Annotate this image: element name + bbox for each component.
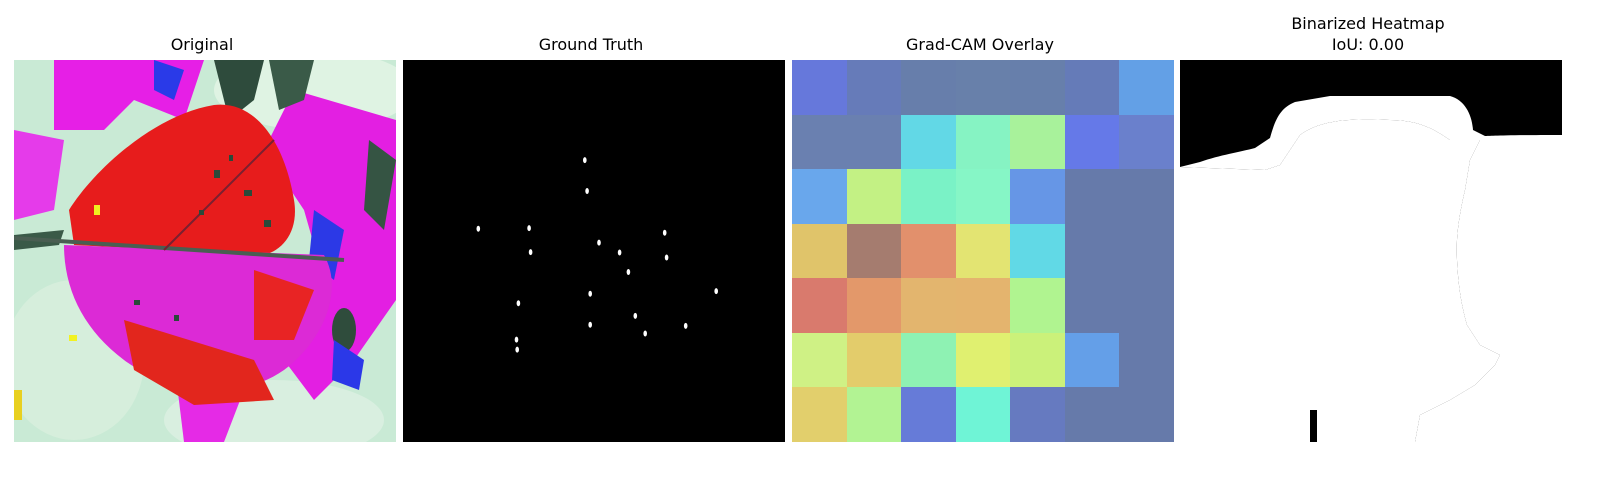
gradcam-cell xyxy=(1065,333,1119,387)
gradcam-cell xyxy=(1119,169,1174,224)
gradcam-cell xyxy=(847,333,901,387)
gradcam-cell xyxy=(956,60,1010,115)
ground-truth-spot xyxy=(515,337,519,343)
gradcam-cell xyxy=(956,115,1010,169)
gradcam-cell xyxy=(1119,278,1174,333)
gradcam-cell xyxy=(901,333,956,387)
binarized-heatmap xyxy=(1180,60,1562,442)
gradcam-cell xyxy=(792,387,847,442)
ground-truth-spot xyxy=(585,188,589,194)
gradcam-cell xyxy=(847,224,901,278)
ground-truth-spot xyxy=(517,300,521,306)
gradcam-overlay xyxy=(792,60,1174,442)
gradcam-cell xyxy=(792,224,847,278)
gradcam-cell xyxy=(792,278,847,333)
binarized-heatmap-graphic xyxy=(1180,60,1562,442)
gradcam-cell xyxy=(901,387,956,442)
ground-truth-spot xyxy=(665,255,669,261)
ground-truth-spot xyxy=(597,240,601,246)
gradcam-cell xyxy=(1119,224,1174,278)
ground-truth-spot xyxy=(618,250,622,256)
gradcam-cell xyxy=(901,224,956,278)
gradcam-cell xyxy=(1010,224,1065,278)
gradcam-cell xyxy=(901,278,956,333)
ground-truth-mask xyxy=(403,60,785,442)
ground-truth-graphic xyxy=(403,60,785,442)
gradcam-cell xyxy=(956,278,1010,333)
ground-truth-spot xyxy=(588,291,592,297)
panel-title-binarized: Binarized Heatmap xyxy=(1180,13,1556,34)
gradcam-cell xyxy=(956,333,1010,387)
gradcam-cell xyxy=(1119,333,1174,387)
gradcam-cell xyxy=(1010,169,1065,224)
gradcam-cell xyxy=(847,169,901,224)
panel-title-original: Original xyxy=(14,34,390,55)
gradcam-cell xyxy=(1010,387,1065,442)
gradcam-cell xyxy=(1065,387,1119,442)
gradcam-cell xyxy=(1010,115,1065,169)
gradcam-cell xyxy=(847,278,901,333)
gradcam-cell xyxy=(847,387,901,442)
ground-truth-spot xyxy=(663,230,667,236)
ground-truth-spot xyxy=(588,322,592,328)
iou-score: IoU: 0.00 xyxy=(1180,34,1556,55)
ground-truth-spot xyxy=(583,157,587,163)
gradcam-cell xyxy=(901,115,956,169)
gradcam-cell xyxy=(956,169,1010,224)
gradcam-cell xyxy=(792,333,847,387)
gradcam-cell xyxy=(1065,224,1119,278)
ground-truth-spot xyxy=(634,313,638,319)
gradcam-cell xyxy=(1065,115,1119,169)
gradcam-cell xyxy=(1065,278,1119,333)
ground-truth-spot xyxy=(477,226,481,232)
gradcam-cell xyxy=(1065,60,1119,115)
gradcam-cell xyxy=(1119,115,1174,169)
ground-truth-spot xyxy=(714,288,718,294)
gradcam-cell xyxy=(1119,387,1174,442)
gradcam-cell xyxy=(1010,278,1065,333)
gradcam-cell xyxy=(956,224,1010,278)
gradcam-cell xyxy=(847,60,901,115)
ground-truth-spot xyxy=(627,269,631,275)
gradcam-cell xyxy=(1119,60,1174,115)
gradcam-cell xyxy=(847,115,901,169)
panel-title-ground-truth: Ground Truth xyxy=(403,34,779,55)
original-image-graphic xyxy=(14,60,396,442)
gradcam-cell xyxy=(792,60,847,115)
gradcam-grid xyxy=(792,60,1174,442)
gradcam-cell xyxy=(1010,60,1065,115)
ground-truth-spot xyxy=(643,331,647,337)
gradcam-cell xyxy=(901,60,956,115)
gradcam-cell xyxy=(956,387,1010,442)
ground-truth-spot xyxy=(684,323,688,329)
gradcam-cell xyxy=(1010,333,1065,387)
ground-truth-spot xyxy=(527,225,531,231)
original-image xyxy=(14,60,396,442)
gradcam-cell xyxy=(901,169,956,224)
gradcam-cell xyxy=(1065,169,1119,224)
gradcam-cell xyxy=(792,115,847,169)
ground-truth-spot xyxy=(529,249,533,255)
panel-title-gradcam: Grad-CAM Overlay xyxy=(792,34,1168,55)
ground-truth-spot xyxy=(515,347,519,353)
gradcam-cell xyxy=(792,169,847,224)
